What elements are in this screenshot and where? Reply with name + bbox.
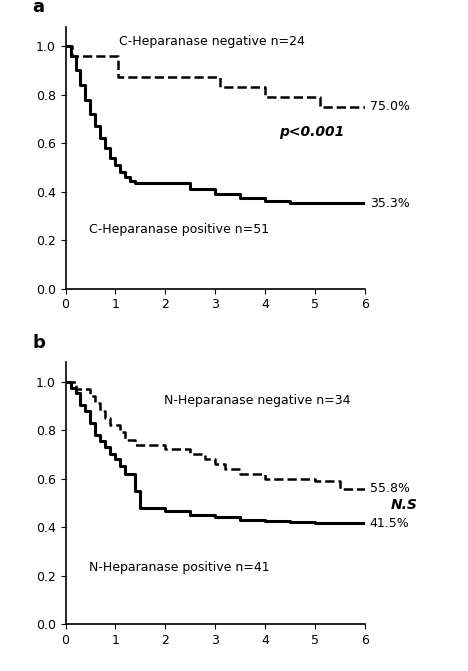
Text: 75.0%: 75.0% [370,101,410,113]
Text: N.S: N.S [391,498,417,512]
Text: 35.3%: 35.3% [370,197,410,209]
Text: N-Heparanase negative n=34: N-Heparanase negative n=34 [164,393,351,407]
Text: 41.5%: 41.5% [370,517,410,530]
Text: C-Heparanase negative n=24: C-Heparanase negative n=24 [119,35,305,48]
Text: C-Heparanase positive n=51: C-Heparanase positive n=51 [89,223,270,236]
Text: a: a [33,0,44,16]
Text: b: b [33,333,45,352]
Text: N-Heparanase positive n=41: N-Heparanase positive n=41 [89,561,270,574]
Text: 55.8%: 55.8% [370,482,410,495]
Text: p<0.001: p<0.001 [279,125,344,139]
